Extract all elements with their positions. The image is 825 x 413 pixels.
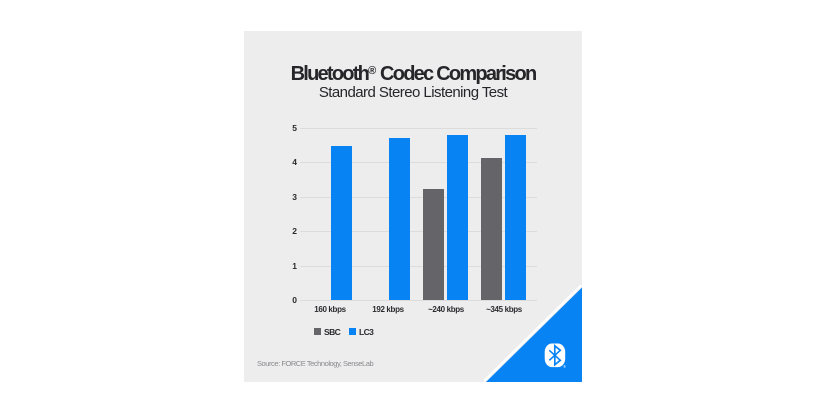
svg-text:®: ®: [563, 365, 566, 369]
